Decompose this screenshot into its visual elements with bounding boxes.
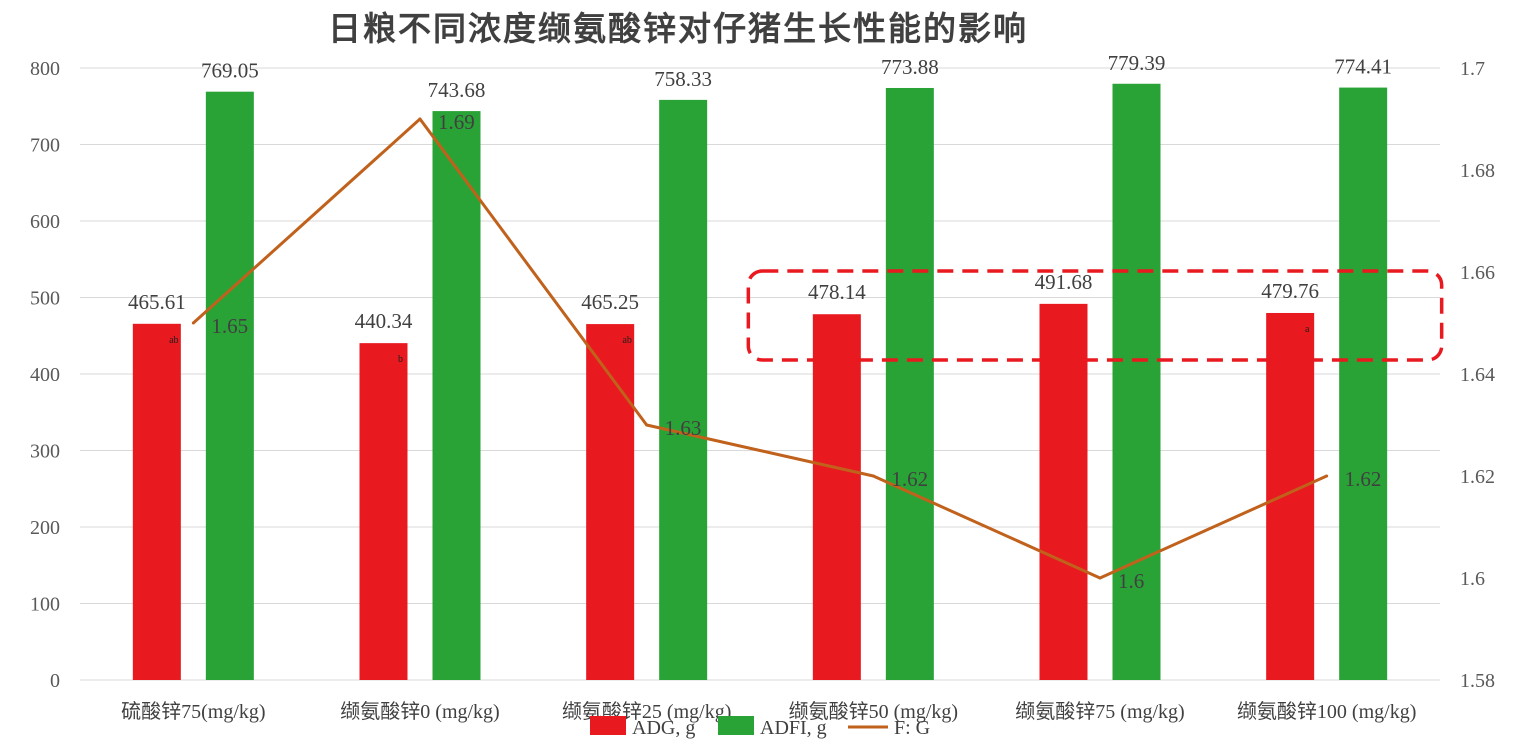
adfi-bar bbox=[205, 91, 254, 680]
x-category-label: 缬氨酸锌100 (mg/kg) bbox=[1237, 700, 1416, 723]
adfi-data-label: 743.68 bbox=[428, 78, 486, 102]
y-right-tick-label: 1.6 bbox=[1460, 568, 1485, 590]
y-right-tick-label: 1.66 bbox=[1460, 262, 1495, 284]
x-category-label: 缬氨酸锌75 (mg/kg) bbox=[1015, 700, 1184, 723]
legend-label-fg: F: G bbox=[894, 717, 930, 739]
adg-bar bbox=[1039, 303, 1088, 680]
y-left-tick-label: 200 bbox=[30, 517, 60, 539]
legend-label-adg: ADG, g bbox=[632, 717, 695, 739]
adg-data-label: 465.25 bbox=[581, 290, 639, 314]
y-left-tick-label: 0 bbox=[50, 670, 60, 692]
significance-letter: ab bbox=[169, 335, 178, 346]
y-right-tick-label: 1.62 bbox=[1460, 466, 1495, 488]
legend-label-adfi: ADFI, g bbox=[760, 717, 827, 739]
y-left-tick-label: 600 bbox=[30, 211, 60, 233]
fg-line bbox=[192, 117, 1328, 580]
adg-data-label: 479.76 bbox=[1261, 279, 1319, 303]
y-right-tick-label: 1.7 bbox=[1460, 58, 1485, 80]
chart-title: 日粮不同浓度缬氨酸锌对仔猪生长性能的影响 bbox=[328, 9, 1028, 48]
adfi-data-label: 779.39 bbox=[1108, 51, 1166, 75]
fg-point bbox=[418, 117, 422, 121]
adg-data-label: 440.34 bbox=[355, 309, 413, 333]
highlight-box bbox=[746, 269, 1444, 362]
adg-bar bbox=[132, 323, 181, 680]
y-left-tick-label: 300 bbox=[30, 441, 60, 463]
fg-point bbox=[1325, 474, 1329, 478]
adg-bar bbox=[812, 314, 861, 680]
x-category-label: 缬氨酸锌50 (mg/kg) bbox=[789, 700, 958, 723]
adfi-data-label: 769.05 bbox=[201, 59, 259, 83]
fg-data-label: 1.63 bbox=[665, 416, 702, 440]
legend-swatch-adfi bbox=[718, 716, 754, 735]
fg-point bbox=[1098, 576, 1102, 580]
fg-data-label: 1.6 bbox=[1118, 569, 1144, 593]
adg-bar bbox=[586, 324, 635, 680]
adfi-bar bbox=[1112, 83, 1161, 680]
y-left-tick-label: 100 bbox=[30, 594, 60, 616]
fg-data-label: 1.65 bbox=[211, 314, 248, 338]
adfi-data-label: 774.41 bbox=[1334, 55, 1392, 79]
y-right-tick-label: 1.68 bbox=[1460, 160, 1495, 182]
fg-data-label: 1.62 bbox=[891, 467, 928, 491]
y-left-tick-label: 500 bbox=[30, 288, 60, 310]
adfi-bar bbox=[885, 87, 934, 680]
adfi-data-label: 773.88 bbox=[881, 55, 939, 79]
fg-data-label: 1.69 bbox=[438, 110, 475, 134]
adfi-data-label: 758.33 bbox=[654, 67, 712, 91]
adfi-bar bbox=[659, 99, 708, 680]
adg-data-label: 491.68 bbox=[1035, 270, 1093, 294]
significance-letter: a bbox=[1305, 324, 1310, 335]
adg-bar bbox=[1266, 312, 1315, 680]
adg-data-label: 465.61 bbox=[128, 290, 186, 314]
legend-swatch-adg bbox=[590, 716, 626, 735]
adg-data-label: 478.14 bbox=[808, 280, 866, 304]
significance-letter: b bbox=[398, 354, 403, 365]
significance-letter: ab bbox=[622, 335, 631, 346]
fg-point bbox=[191, 321, 195, 325]
fg-data-label: 1.62 bbox=[1345, 467, 1382, 491]
x-category-label: 缬氨酸锌0 (mg/kg) bbox=[340, 700, 499, 723]
fg-point bbox=[645, 423, 649, 427]
adfi-bar bbox=[1339, 87, 1388, 680]
adg-bar bbox=[359, 343, 408, 680]
y-right-tick-label: 1.64 bbox=[1460, 364, 1495, 386]
y-left-tick-label: 700 bbox=[30, 135, 60, 157]
y-right-tick-label: 1.58 bbox=[1460, 670, 1495, 692]
y-left-tick-label: 800 bbox=[30, 58, 60, 80]
y-left-tick-label: 400 bbox=[30, 364, 60, 386]
fg-point bbox=[871, 474, 875, 478]
adfi-bar bbox=[432, 111, 481, 681]
x-category-label: 硫酸锌75(mg/kg) bbox=[121, 700, 265, 723]
